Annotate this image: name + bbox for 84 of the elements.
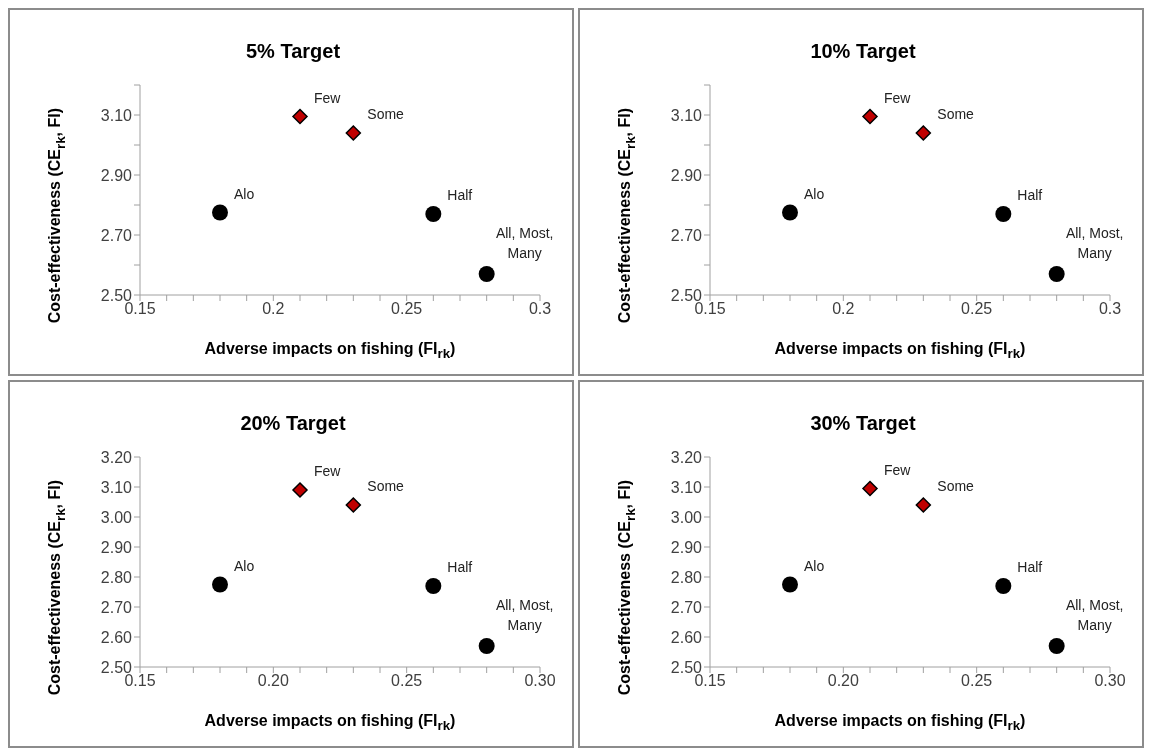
point xyxy=(915,497,932,513)
y-tick-label: 2.80 xyxy=(670,568,703,586)
point xyxy=(995,206,1012,222)
x-tick-label: 0.15 xyxy=(694,300,726,318)
y-tick-label: 2.90 xyxy=(100,538,133,556)
x-tick-label: 0.30 xyxy=(524,672,556,690)
y-tick-label: 2.70 xyxy=(100,598,133,616)
y-tick-label: 2.70 xyxy=(100,226,133,244)
point xyxy=(782,204,798,221)
annotation: All, Most, Many xyxy=(495,225,554,261)
x-tick-label: 0.25 xyxy=(391,672,423,690)
y-tick-label: 3.20 xyxy=(100,448,133,466)
point xyxy=(345,125,362,141)
x-tick-label: 0.15 xyxy=(694,672,726,690)
point xyxy=(862,480,878,497)
y-tick-label: 2.90 xyxy=(670,166,703,184)
annotation: All, Most, Many xyxy=(1065,225,1124,261)
annotation: Some xyxy=(367,478,405,494)
annotation: Few xyxy=(884,89,912,106)
x-axis-title: Adverse impacts on fishing (FI$_{rk}$) xyxy=(203,340,457,362)
point xyxy=(212,204,228,221)
annotation: Some xyxy=(937,478,975,494)
x-tick-label: 0.25 xyxy=(391,300,423,318)
y-tick-label: 2.70 xyxy=(670,598,703,616)
y-tick-label: 2.60 xyxy=(670,628,703,646)
annotation: Alo xyxy=(804,185,825,202)
point xyxy=(425,206,442,222)
chart-title: 20% Target xyxy=(239,412,347,435)
annotation: Alo xyxy=(234,185,255,202)
annotation: Half xyxy=(447,187,473,203)
x-axis-title: Adverse impacts on fishing (FI$_{rk}$) xyxy=(203,712,457,734)
y-tick-label: 3.10 xyxy=(670,478,703,496)
annotation: Few xyxy=(314,463,342,479)
y-tick-label: 3.10 xyxy=(670,106,703,124)
annotation: Some xyxy=(367,106,405,122)
point xyxy=(345,497,362,513)
chart-title: 5% Target xyxy=(244,40,342,63)
x-tick-label: 0.25 xyxy=(961,300,993,318)
point xyxy=(1048,638,1065,654)
y-tick-label: 3.10 xyxy=(100,106,133,124)
chart-title: 10% Target xyxy=(809,40,917,63)
y-tick-label: 3.20 xyxy=(670,448,703,466)
y-tick-label: 3.00 xyxy=(100,508,133,526)
annotation: Few xyxy=(884,461,912,478)
annotation: All, Most, Many xyxy=(495,597,554,633)
x-tick-label: 0.15 xyxy=(124,300,156,318)
x-tick-label: 0.15 xyxy=(124,672,156,690)
x-tick-label: 0.2 xyxy=(832,300,855,318)
point xyxy=(425,578,442,594)
annotation: Some xyxy=(937,106,975,122)
y-tick-label: 3.00 xyxy=(670,508,703,526)
annotation: All, Most, Many xyxy=(1065,597,1124,633)
point xyxy=(478,266,495,282)
point xyxy=(915,125,932,141)
point xyxy=(862,108,878,125)
point xyxy=(782,576,798,593)
x-axis-title: Adverse impacts on fishing (FI$_{rk}$) xyxy=(773,712,1027,734)
point xyxy=(1048,266,1065,282)
annotation: Half xyxy=(1017,559,1043,575)
x-tick-label: 0.2 xyxy=(262,300,285,318)
x-axis-title: Adverse impacts on fishing (FI$_{rk}$) xyxy=(773,340,1027,362)
x-tick-label: 0.3 xyxy=(528,300,552,318)
point xyxy=(292,482,308,498)
x-tick-label: 0.3 xyxy=(1098,300,1122,318)
annotation: Half xyxy=(1017,187,1043,203)
y-tick-label: 2.70 xyxy=(670,226,703,244)
annotation: Alo xyxy=(804,557,825,574)
y-tick-label: 3.10 xyxy=(100,478,133,496)
x-tick-label: 0.25 xyxy=(961,672,993,690)
x-tick-label: 0.20 xyxy=(257,672,290,690)
chart-title: 30% Target xyxy=(809,412,917,435)
point xyxy=(995,578,1012,594)
x-tick-label: 0.30 xyxy=(1094,672,1126,690)
y-tick-label: 2.80 xyxy=(100,568,133,586)
annotation: Few xyxy=(314,89,342,106)
y-tick-label: 2.90 xyxy=(100,166,133,184)
x-tick-label: 0.20 xyxy=(827,672,860,690)
point xyxy=(478,638,495,654)
y-tick-label: 2.90 xyxy=(670,538,703,556)
annotation: Alo xyxy=(234,557,255,574)
point xyxy=(212,576,228,593)
point xyxy=(292,108,308,125)
annotation: Half xyxy=(447,559,473,575)
y-tick-label: 2.60 xyxy=(100,628,133,646)
